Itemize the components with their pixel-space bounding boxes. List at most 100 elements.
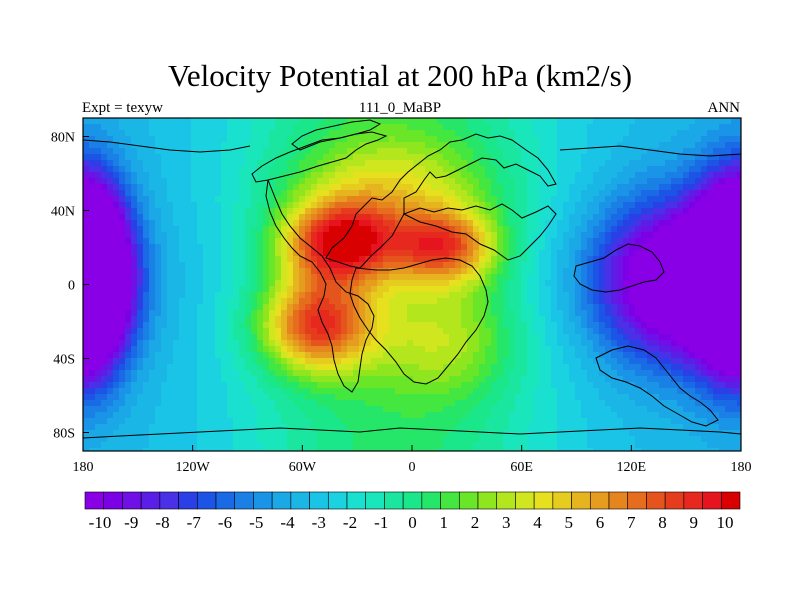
field-cell <box>401 280 408 287</box>
field-cell <box>347 124 354 131</box>
field-cell <box>557 292 564 299</box>
field-cell <box>113 352 120 359</box>
field-cell <box>293 262 300 269</box>
field-cell <box>149 346 156 353</box>
field-cell <box>581 268 588 275</box>
field-cell <box>623 364 630 371</box>
field-cell <box>191 334 198 341</box>
field-cell <box>335 292 342 299</box>
field-cell <box>707 376 714 383</box>
field-cell <box>215 142 222 149</box>
field-cell <box>515 358 522 365</box>
field-cell <box>155 190 162 197</box>
field-cell <box>665 316 672 323</box>
field-cell <box>461 196 468 203</box>
field-cell <box>419 352 426 359</box>
field-cell <box>695 178 702 185</box>
field-cell <box>695 262 702 269</box>
field-cell <box>551 268 558 275</box>
field-cell <box>605 340 612 347</box>
field-cell <box>509 280 516 287</box>
field-cell <box>629 346 636 353</box>
field-cell <box>653 292 660 299</box>
field-cell <box>665 184 672 191</box>
field-cell <box>371 268 378 275</box>
field-cell <box>407 220 414 227</box>
field-cell <box>647 298 654 305</box>
field-cell <box>509 178 516 185</box>
field-cell <box>395 298 402 305</box>
field-cell <box>209 274 216 281</box>
field-cell <box>317 256 324 263</box>
field-cell <box>311 358 318 365</box>
field-cell <box>275 124 282 131</box>
field-cell <box>431 124 438 131</box>
field-cell <box>401 346 408 353</box>
field-cell <box>515 118 522 125</box>
field-cell <box>239 136 246 143</box>
field-cell <box>287 334 294 341</box>
field-cell <box>311 304 318 311</box>
field-cell <box>299 118 306 125</box>
field-cell <box>281 334 288 341</box>
field-cell <box>521 370 528 377</box>
field-cell <box>713 382 720 389</box>
field-cell <box>245 304 252 311</box>
field-cell <box>197 136 204 143</box>
field-cell <box>443 226 450 233</box>
field-cell <box>197 250 204 257</box>
field-cell <box>491 220 498 227</box>
field-cell <box>377 382 384 389</box>
field-cell <box>83 154 90 161</box>
field-cell <box>587 118 594 125</box>
field-cell <box>491 124 498 131</box>
field-cell <box>563 286 570 293</box>
field-cell <box>623 298 630 305</box>
field-cell <box>221 298 228 305</box>
field-cell <box>275 322 282 329</box>
field-cell <box>353 172 360 179</box>
field-cell <box>227 196 234 203</box>
field-cell <box>653 136 660 143</box>
field-cell <box>515 352 522 359</box>
field-cell <box>503 292 510 299</box>
field-cell <box>275 340 282 347</box>
field-cell <box>731 376 738 383</box>
field-cell <box>245 286 252 293</box>
field-cell <box>419 328 426 335</box>
field-cell <box>581 376 588 383</box>
field-cell <box>587 292 594 299</box>
field-cell <box>569 358 576 365</box>
field-cell <box>731 334 738 341</box>
field-cell <box>545 118 552 125</box>
field-cell <box>719 262 726 269</box>
field-cell <box>641 286 648 293</box>
field-cell <box>95 172 102 179</box>
field-cell <box>527 130 534 137</box>
field-cell <box>239 214 246 221</box>
field-cell <box>527 178 534 185</box>
field-cell <box>287 376 294 383</box>
field-cell <box>167 364 174 371</box>
field-cell <box>299 136 306 143</box>
field-cell <box>221 370 228 377</box>
field-cell <box>107 256 114 263</box>
field-cell <box>599 316 606 323</box>
field-cell <box>317 340 324 347</box>
field-cell <box>419 334 426 341</box>
field-cell <box>83 124 90 131</box>
field-cell <box>623 274 630 281</box>
field-cell <box>167 262 174 269</box>
field-cell <box>173 256 180 263</box>
field-cell <box>509 202 516 209</box>
field-cell <box>533 220 540 227</box>
field-cell <box>329 328 336 335</box>
field-cell <box>551 172 558 179</box>
field-cell <box>239 220 246 227</box>
field-cell <box>83 142 90 149</box>
field-cell <box>677 250 684 257</box>
field-cell <box>389 382 396 389</box>
field-cell <box>545 346 552 353</box>
field-cell <box>233 334 240 341</box>
field-cell <box>431 214 438 221</box>
